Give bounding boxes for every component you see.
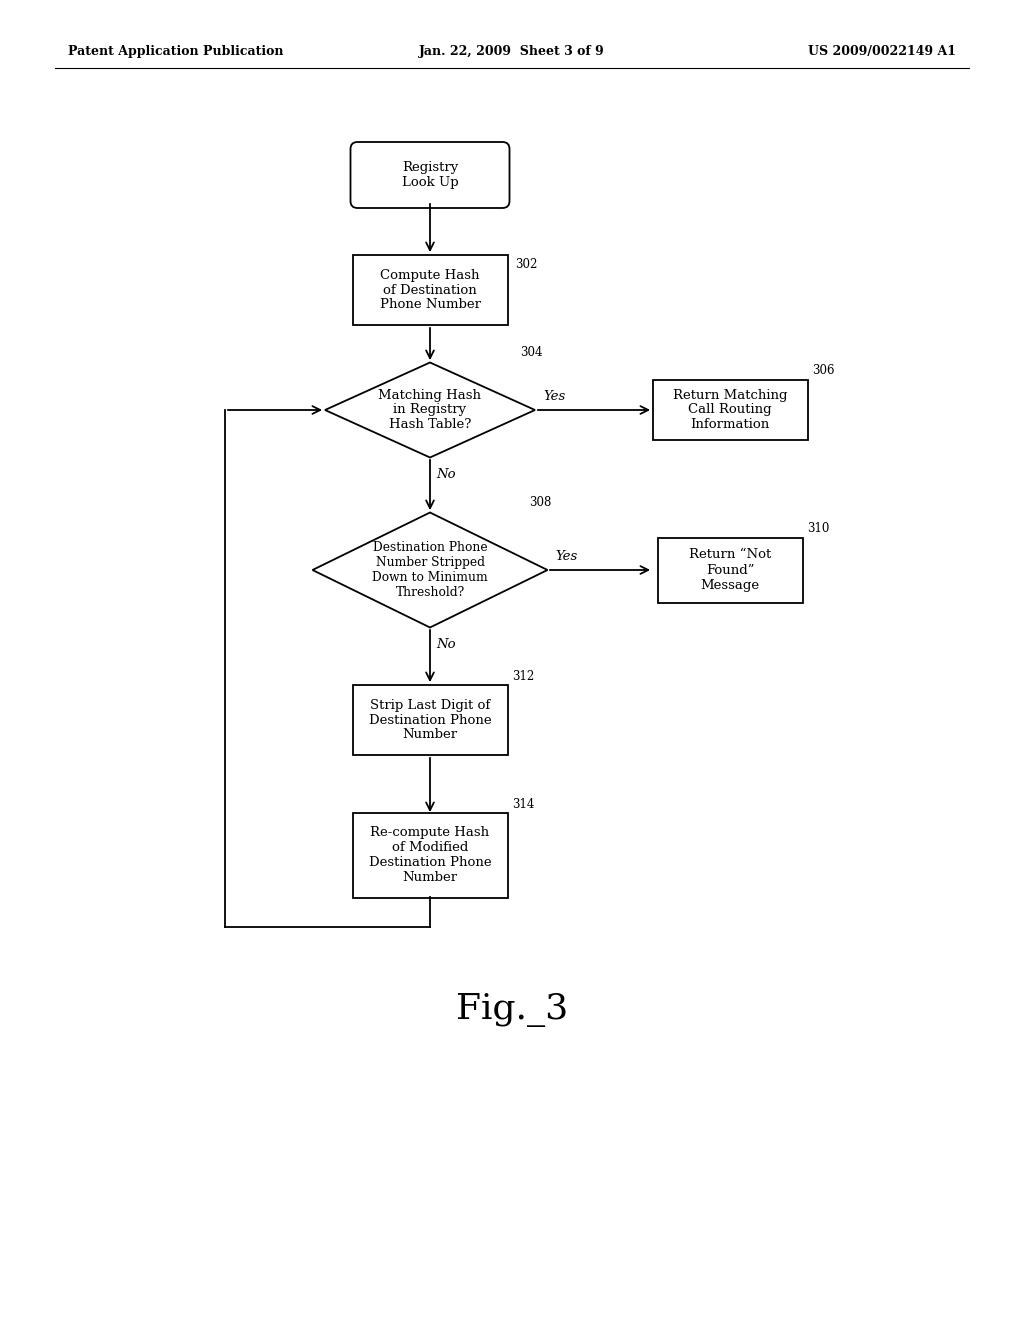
Text: Matching Hash
in Registry
Hash Table?: Matching Hash in Registry Hash Table? — [379, 388, 481, 432]
Text: Jan. 22, 2009  Sheet 3 of 9: Jan. 22, 2009 Sheet 3 of 9 — [419, 45, 605, 58]
Text: Yes: Yes — [555, 550, 578, 564]
Text: 306: 306 — [812, 363, 835, 376]
Polygon shape — [312, 512, 548, 627]
Text: 302: 302 — [515, 259, 538, 272]
Text: Return Matching
Call Routing
Information: Return Matching Call Routing Information — [673, 388, 787, 432]
Text: Destination Phone
Number Stripped
Down to Minimum
Threshold?: Destination Phone Number Stripped Down t… — [372, 541, 487, 599]
Text: 308: 308 — [529, 496, 551, 510]
Text: 312: 312 — [512, 671, 535, 684]
Text: Compute Hash
of Destination
Phone Number: Compute Hash of Destination Phone Number — [380, 268, 480, 312]
Bar — [652, 380, 808, 440]
Bar — [657, 537, 803, 602]
Text: 310: 310 — [807, 521, 829, 535]
Text: Patent Application Publication: Patent Application Publication — [68, 45, 284, 58]
Text: Return “Not
Found”
Message: Return “Not Found” Message — [689, 549, 771, 591]
Text: Yes: Yes — [543, 391, 565, 404]
Text: No: No — [436, 639, 456, 652]
Text: US 2009/0022149 A1: US 2009/0022149 A1 — [808, 45, 956, 58]
Text: Strip Last Digit of
Destination Phone
Number: Strip Last Digit of Destination Phone Nu… — [369, 698, 492, 742]
Bar — [352, 685, 508, 755]
Bar — [352, 255, 508, 325]
Polygon shape — [325, 363, 535, 458]
Bar — [352, 813, 508, 898]
Text: No: No — [436, 469, 456, 482]
Text: 304: 304 — [520, 346, 543, 359]
Text: 314: 314 — [512, 799, 535, 812]
Text: Re-compute Hash
of Modified
Destination Phone
Number: Re-compute Hash of Modified Destination … — [369, 826, 492, 884]
FancyBboxPatch shape — [350, 143, 510, 209]
Text: Fig._3: Fig._3 — [456, 993, 568, 1027]
Text: Registry
Look Up: Registry Look Up — [401, 161, 459, 189]
